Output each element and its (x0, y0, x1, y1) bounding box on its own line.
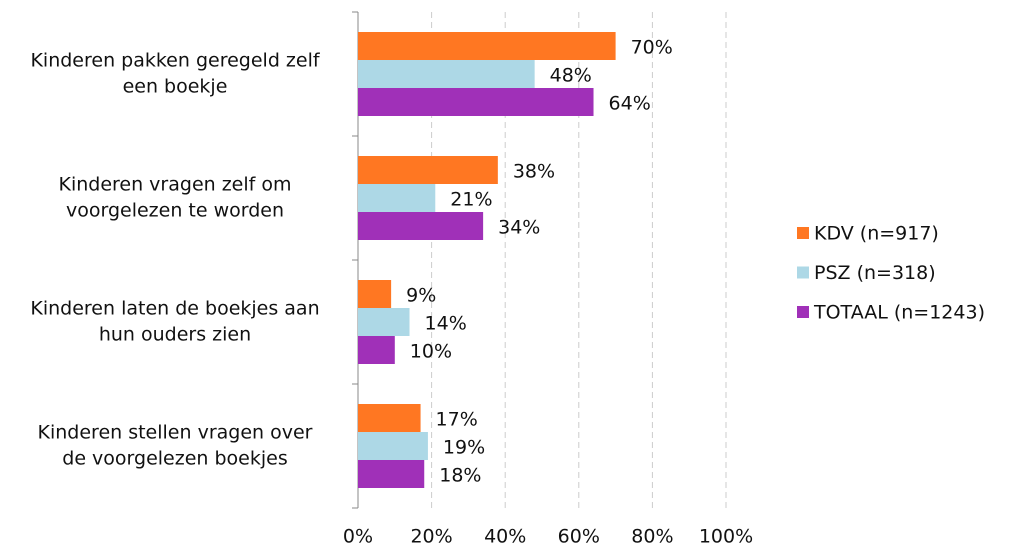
value-label: 34% (498, 217, 540, 239)
y-tick-label: Kinderen laten de boekjes aan (30, 298, 319, 320)
x-tick-label: 80% (631, 526, 673, 548)
legend-label: TOTAAL (n=1243) (813, 302, 985, 324)
bar (358, 460, 425, 488)
x-tick-label: 20% (410, 526, 452, 548)
bar (358, 184, 436, 212)
bar (358, 336, 395, 364)
bar (358, 212, 484, 240)
y-tick-label: Kinderen vragen zelf om (58, 174, 291, 196)
legend-label: PSZ (n=318) (814, 262, 936, 284)
value-label: 19% (443, 437, 485, 459)
bar (358, 432, 428, 460)
y-tick-label: hun ouders zien (99, 324, 251, 346)
value-label: 9% (406, 285, 436, 307)
value-label: 10% (410, 341, 452, 363)
bar (358, 32, 616, 60)
x-tick-label: 40% (484, 526, 526, 548)
bar (358, 280, 392, 308)
value-label: 17% (436, 409, 478, 431)
legend-label: KDV (n=917) (814, 223, 939, 245)
y-tick-label: een boekje (123, 76, 228, 98)
bar (358, 60, 535, 88)
y-tick-label: voorgelezen te worden (66, 200, 284, 222)
y-tick-label: Kinderen pakken geregeld zelf (30, 50, 320, 72)
bar (358, 88, 594, 116)
bar (358, 156, 498, 184)
value-label: 64% (609, 93, 651, 115)
value-label: 18% (439, 465, 481, 487)
value-label: 21% (450, 189, 492, 211)
x-tick-label: 100% (699, 526, 753, 548)
legend-swatch (797, 266, 809, 279)
y-tick-label: de voorgelezen boekjes (62, 448, 287, 470)
value-label: 14% (425, 313, 467, 335)
value-label: 70% (631, 37, 673, 59)
value-label: 48% (550, 65, 592, 87)
bar (358, 308, 410, 336)
legend-swatch (797, 306, 809, 318)
x-tick-label: 60% (558, 526, 600, 548)
x-tick-label: 0% (343, 526, 373, 548)
bar (358, 404, 421, 432)
legend-swatch (797, 227, 809, 239)
value-label: 38% (513, 161, 555, 183)
y-tick-label: Kinderen stellen vragen over (38, 422, 313, 444)
